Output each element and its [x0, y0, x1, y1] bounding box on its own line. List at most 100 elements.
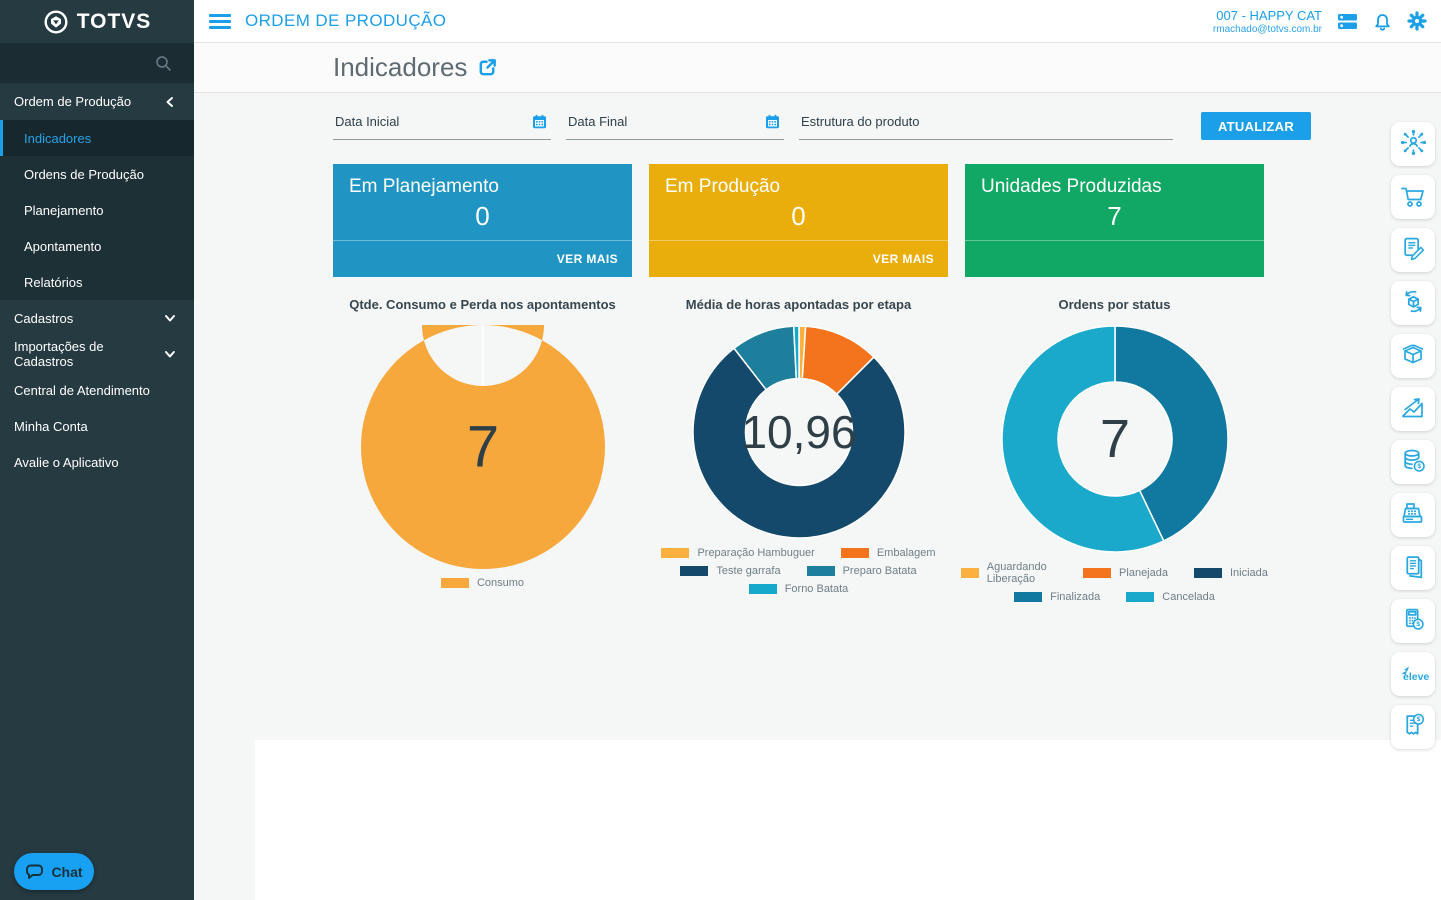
legend-item-embalagem: Embalagem [840, 547, 936, 559]
donut-segment-finalizada [1113, 325, 1229, 542]
donut-chart: 7 [360, 325, 605, 569]
sidebar-item-apontamento[interactable]: Apontamento [24, 238, 102, 254]
legend-row: Finalizada Cancelada [961, 591, 1268, 603]
legend-item-consumo: Consumo [440, 577, 524, 589]
sidebar-group-label: Ordem de Produção [14, 94, 132, 109]
chat-button[interactable]: Chat [14, 853, 94, 890]
donut-chart: 7 [1000, 325, 1229, 553]
legend-swatch [840, 548, 869, 558]
calendar-icon [766, 114, 779, 129]
chart-legend: Consumo [440, 577, 524, 589]
legend-item-preparo-batata: Preparo Batata [806, 565, 917, 577]
legend-label: Embalagem [876, 547, 936, 559]
sidebar-item-central-de-atendimento[interactable]: Central de Atendimento [0, 372, 194, 408]
chevron-down-icon [165, 351, 176, 358]
donut-center-value: 7 [1099, 409, 1129, 469]
calculator-dollar-button[interactable]: $ [1391, 599, 1435, 643]
legend-label: Teste garrafa [716, 565, 781, 577]
brand-logo[interactable]: TOTVS [0, 0, 194, 43]
document-pen-icon [1400, 235, 1427, 265]
donut-center-value: 10,96 [741, 406, 856, 458]
cube-sync-button[interactable] [1391, 281, 1435, 325]
kpi-card-title: Em Produção [665, 176, 781, 197]
notifications-button[interactable] [1373, 11, 1392, 31]
cash-register-icon [1399, 500, 1427, 530]
kpi-card-footer: VER MAIS [649, 240, 948, 277]
sidebar-item-avalie-o-aplicativo[interactable]: Avalie o Aplicativo [0, 444, 194, 480]
chart-legend: Preparação Hambuguer Embalagem Teste garra… [661, 547, 936, 595]
chart-media-de-horas-apontadas-por-etapa: Média de horas apontadas por etapa 10,96 P… [649, 297, 948, 603]
svg-text:$: $ [1417, 463, 1421, 470]
main-content: Indicadores Data Inicial Data Final Estrut… [194, 43, 1441, 900]
legend-swatch [1014, 592, 1043, 602]
sidebar-group-ordem-de-producao[interactable]: Ordem de Produção [0, 83, 194, 120]
kpi-card-footer [965, 240, 1264, 277]
calendar-icon [533, 114, 546, 129]
ver-mais-link[interactable]: VER MAIS [872, 252, 934, 266]
chevron-left-icon [166, 96, 173, 107]
legend-swatch [1193, 568, 1222, 578]
calculator-dollar-icon: $ [1400, 606, 1427, 636]
legend-row: Aguardando Liberação Planejada Iniciada [961, 561, 1268, 585]
sidebar-item-label: Cadastros [14, 310, 74, 326]
legend-row: Forno Batata [661, 583, 935, 595]
cube-sync-icon [1400, 288, 1427, 318]
shopping-cart-button[interactable] [1391, 175, 1435, 219]
sidebar: TOTVS Ordem de Produção Indicadores Orden… [0, 0, 194, 900]
chart-title: Média de horas apontadas por etapa [685, 297, 912, 312]
ver-mais-link[interactable]: VER MAIS [556, 252, 618, 266]
bell-icon [1375, 14, 1390, 31]
sidebar-item-planejamento[interactable]: Planejamento [24, 202, 104, 218]
data-final-field[interactable]: Data Final [566, 110, 784, 140]
chart-qtde-consumo-e-perda-nos-apontamentos: Qtde. Consumo e Perda nos apontamentos 7 C… [333, 297, 632, 603]
network-user-button[interactable] [1391, 122, 1435, 166]
coins-dollar-button[interactable]: $ [1391, 440, 1435, 484]
settings-button[interactable] [1407, 11, 1427, 31]
donut-segment-cancelada [1000, 325, 1165, 553]
chat-bubble-icon [26, 864, 44, 879]
legend-item-planejada: Planejada [1083, 561, 1168, 585]
legend-label: Preparo Batata [842, 565, 917, 577]
legend-label: Planejada [1119, 567, 1168, 579]
page-title: Indicadores [333, 52, 468, 82]
network-user-icon [1400, 129, 1427, 159]
external-link-icon[interactable] [477, 57, 498, 78]
notebook-button[interactable] [1391, 546, 1435, 590]
legend-item-teste-garrafa: Teste garrafa [680, 565, 781, 577]
sidebar-item-ordens-de-producao[interactable]: Ordens de Produção [24, 166, 144, 182]
cash-register-button[interactable] [1391, 493, 1435, 537]
chart-growth-button[interactable] [1391, 387, 1435, 431]
eleve-logo-button[interactable]: eleve [1391, 652, 1435, 696]
legend-label: Iniciada [1229, 567, 1268, 579]
atualizar-button[interactable]: ATUALIZAR [1201, 112, 1311, 140]
kpi-card-value: 0 [475, 201, 490, 231]
menu-hamburger-icon[interactable] [209, 13, 231, 29]
account-menu[interactable]: 007 - HAPPY CAT rmachado@totvs.com.br [1213, 8, 1322, 35]
kpi-card-em-producao: Em Produção 0 VER MAIS [649, 164, 948, 277]
app-rail: $ $ eleve $ [1391, 122, 1435, 749]
legend-swatch [806, 566, 835, 576]
receipt-dollar-button[interactable]: $ [1391, 705, 1435, 749]
legend-item-forno-batata: Forno Batata [748, 583, 848, 595]
chevron-down-icon [165, 315, 175, 322]
sidebar-item-indicadores[interactable]: Indicadores [0, 120, 194, 156]
kpi-card-em-planejamento: Em Planejamento 0 VER MAIS [333, 164, 632, 277]
sidebar-item-cadastros[interactable]: Cadastros [0, 300, 194, 336]
sidebar-item-importacoes-de-cadastros[interactable]: Importações de Cadastros [0, 336, 194, 372]
estrutura-do-produto-field[interactable]: Estrutura do produto [799, 110, 1173, 140]
document-pen-button[interactable] [1391, 228, 1435, 272]
sidebar-item-relatorios[interactable]: Relatórios [24, 274, 83, 290]
legend-swatch [748, 584, 777, 594]
sidebar-search[interactable] [0, 43, 194, 83]
apps-switcher-button[interactable] [1337, 12, 1358, 31]
sidebar-item-label: Central de Atendimento [14, 382, 150, 398]
kpi-card-title: Em Planejamento [349, 176, 499, 197]
data-inicial-field[interactable]: Data Inicial [333, 110, 551, 140]
chart-title: Ordens por status [1058, 297, 1171, 312]
appbar: ORDEM DE PRODUÇÃO 007 - HAPPY CAT rmacha… [194, 0, 1441, 43]
sidebar-item-minha-conta[interactable]: Minha Conta [0, 408, 194, 444]
field-label: Data Final [568, 114, 628, 129]
legend-item-finalizada: Finalizada [1014, 591, 1100, 603]
package-box-button[interactable] [1391, 334, 1435, 378]
charts-row: Qtde. Consumo e Perda nos apontamentos 7 C… [333, 297, 1441, 603]
